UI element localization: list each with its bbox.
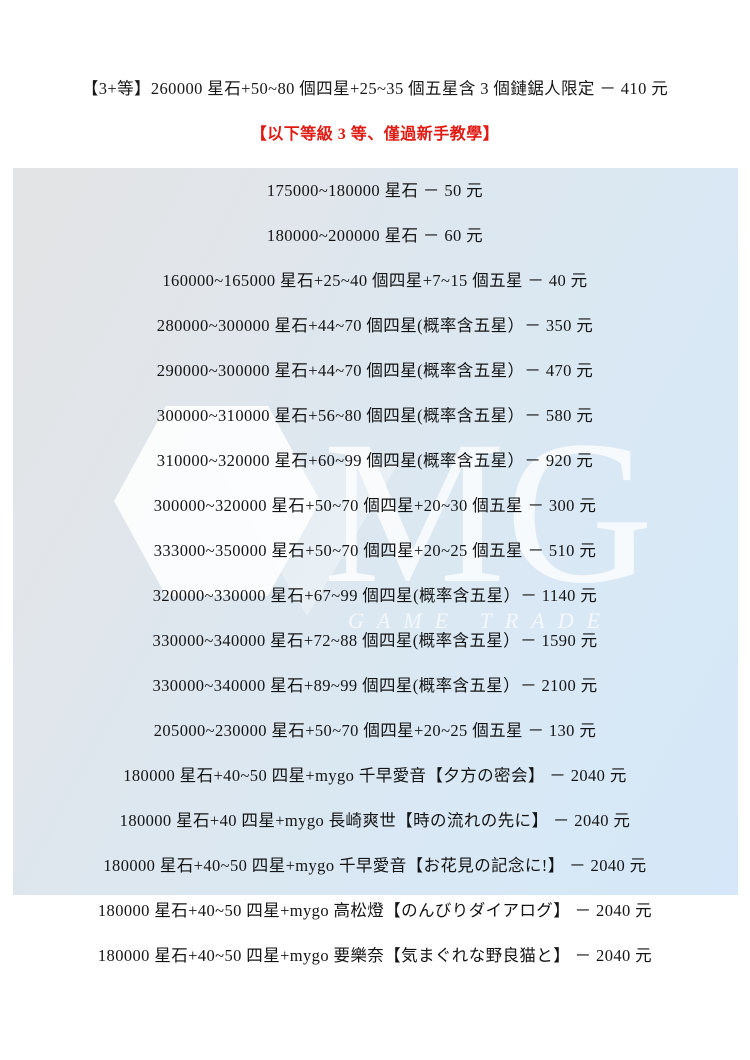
listing-row: 333000~350000 星石+50~70 個四星+20~25 個五星 － 5… (153, 541, 597, 560)
listing-row: 290000~300000 星石+44~70 個四星(概率含五星）－ 470 元 (156, 361, 594, 380)
listing-row: 330000~340000 星石+72~88 個四星(概率含五星）－ 1590 … (152, 631, 598, 650)
listing-row: 180000 星石+40 四星+mygo 長崎爽世【時の流れの先に】 － 204… (119, 811, 631, 830)
listing-row: 205000~230000 星石+50~70 個四星+20~25 個五星 － 1… (153, 721, 597, 740)
notice-line: 【以下等級 3 等、僅過新手教學】 (250, 126, 500, 143)
listing-row: 310000~320000 星石+60~99 個四星(概率含五星）－ 920 元 (156, 451, 594, 470)
listing-row: 180000 星石+40~50 四星+mygo 要樂奈【気まぐれな野良猫と】 －… (97, 946, 653, 965)
page-title: 【3+等】260000 星石+50~80 個四星+25~35 個五星含 3 個鏈… (81, 79, 669, 98)
header-block: 【3+等】260000 星石+50~80 個四星+25~35 個五星含 3 個鏈… (0, 0, 750, 146)
listing-row: 300000~320000 星石+50~70 個四星+20~30 個五星 － 3… (153, 496, 597, 515)
listing-row: 180000 星石+40~50 四星+mygo 高松燈【のんびりダイアログ】 －… (97, 901, 653, 920)
listing-row: 180000 星石+40~50 四星+mygo 千早愛音【お花見の記念に!】 －… (103, 856, 647, 875)
listing-row: 175000~180000 星石 － 50 元 (266, 181, 484, 200)
listing-row: 160000~165000 星石+25~40 個四星+7~15 個五星 － 40… (162, 271, 588, 290)
listing-row: 180000 星石+40~50 四星+mygo 千早愛音【夕方の密会】 － 20… (123, 766, 627, 785)
listing-row: 280000~300000 星石+44~70 個四星(概率含五星）－ 350 元 (156, 316, 594, 335)
listing-row: 180000~200000 星石 － 60 元 (266, 226, 484, 245)
listing-row: 300000~310000 星石+56~80 個四星(概率含五星）－ 580 元 (156, 406, 594, 425)
listing-rows: 175000~180000 星石 － 50 元 180000~200000 星石 … (0, 168, 750, 978)
listing-row: 330000~340000 星石+89~99 個四星(概率含五星）－ 2100 … (152, 676, 598, 695)
listing-row: 320000~330000 星石+67~99 個四星(概率含五星）－ 1140 … (152, 586, 598, 605)
